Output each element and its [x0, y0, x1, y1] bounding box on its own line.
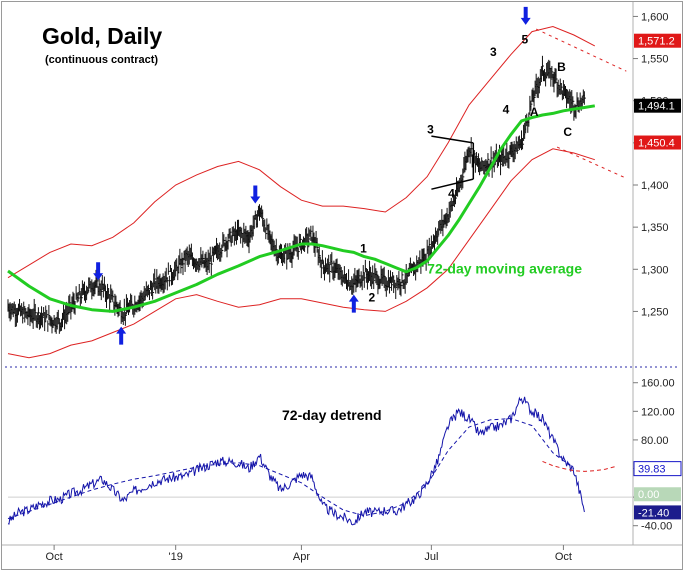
price-y-tick-label: 1,550 — [641, 54, 669, 66]
moving-average-path — [7, 104, 596, 313]
wave-label: 4 — [448, 187, 455, 201]
detrend-y-tick-label: 160.00 — [641, 378, 675, 390]
up-arrow-icon — [116, 326, 127, 345]
price-label-box — [634, 98, 681, 113]
wave-label: C — [563, 125, 572, 139]
detrend-projection-line — [542, 460, 616, 472]
detrend-label-text: -21.40 — [638, 507, 669, 519]
moving-average-line — [7, 104, 596, 313]
wave-label: 3 — [490, 45, 497, 59]
wave-label: A — [530, 105, 539, 119]
detrend-labels: 39.83 0.00 -21.40 — [633, 461, 682, 520]
detrend-label-box — [633, 461, 682, 477]
wave-label: B — [557, 60, 566, 74]
price-annotations: 1 2 3 4 3 4 5 A B C 72-day moving average — [360, 32, 582, 304]
price-arrows — [93, 6, 531, 345]
price-bars — [7, 55, 586, 334]
wave-label: 3 — [427, 123, 434, 137]
up-arrow-icon — [348, 294, 359, 313]
price-label-box — [634, 33, 681, 48]
chart-subtitle: (continuous contract) — [45, 54, 158, 66]
down-arrow-icon — [250, 185, 261, 204]
price-y-tick-label: 1,400 — [641, 180, 669, 192]
detrend-lines — [7, 396, 633, 526]
detrend-y-tick-label: -40.00 — [641, 521, 672, 533]
down-arrow-icon — [93, 262, 104, 281]
band-projection-line — [556, 146, 627, 179]
price-y-tick-label: 1,350 — [641, 222, 669, 234]
chart-title: Gold, Daily — [42, 23, 162, 49]
price-label-text: 1,494.1 — [638, 101, 675, 113]
detrend-average-line — [7, 417, 575, 520]
price-label-box — [634, 135, 681, 150]
price-labels: 1,571.2 1,494.1 1,450.4 — [634, 33, 681, 150]
moving-average-label: 72-day moving average — [427, 261, 582, 277]
x-tick-label: Oct — [46, 551, 63, 563]
wave-label: 2 — [368, 290, 375, 304]
detrend-label-text: 39.83 — [638, 464, 666, 476]
wave-label: 4 — [503, 102, 510, 116]
detrend-y-tick-label: 80.00 — [641, 435, 669, 447]
price-panel: 1,6001,5501,5001,4501,4001,3501,3001,250… — [7, 6, 681, 359]
detrend-line — [7, 396, 585, 526]
price-y-tick-label: 1,600 — [641, 11, 669, 23]
x-tick-label: Apr — [293, 551, 310, 563]
wave-label: 5 — [521, 32, 528, 46]
down-arrow-icon — [520, 6, 531, 25]
detrend-label-box — [634, 505, 681, 520]
lower-band-line — [7, 148, 595, 359]
detrend-y-tick-label: 120.00 — [641, 406, 675, 418]
triangle-upper-line — [431, 135, 474, 144]
triangle-lower-line — [431, 178, 474, 190]
price-label-text: 1,571.2 — [638, 36, 675, 48]
upper-band-line — [7, 25, 596, 279]
price-label-text: 1,450.4 — [638, 138, 675, 150]
triangle-pattern — [431, 135, 475, 190]
band-projection-line — [535, 28, 627, 72]
price-y-tick-label: 1,250 — [641, 306, 669, 318]
detrend-label-box — [634, 487, 681, 502]
price-y-tick-label: 1,300 — [641, 264, 669, 276]
wave-label: 1 — [360, 241, 367, 255]
price-bands — [7, 25, 627, 359]
x-axis: Oct '19 Apr Jul Oct — [46, 545, 572, 563]
x-tick-label: Jul — [424, 551, 438, 563]
x-tick-label: Oct — [555, 551, 572, 563]
detrend-title: 72-day detrend — [282, 407, 382, 423]
x-tick-label: '19 — [168, 551, 182, 563]
detrend-label-text: 0.00 — [638, 489, 659, 501]
